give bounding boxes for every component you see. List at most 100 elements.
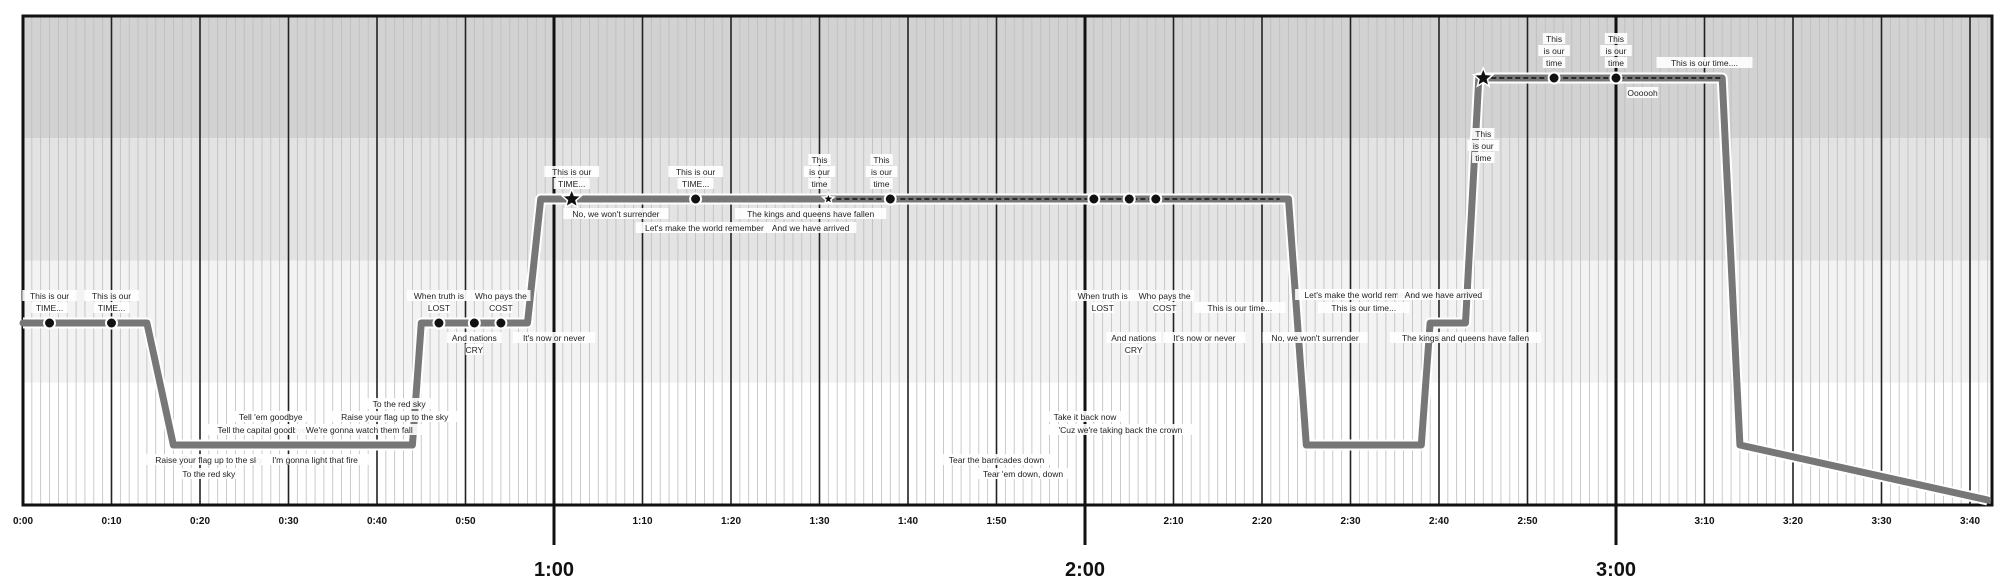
lyric-label: Tear 'em down, down [977, 468, 1069, 479]
lyric-background [1262, 332, 1368, 343]
lyric-text: This [1546, 34, 1562, 44]
lyric-label: is our [865, 166, 898, 177]
lyric-text: To the red sky [182, 469, 236, 479]
lyric-text: CRY [465, 345, 483, 355]
lyric-label: This [808, 154, 831, 165]
lyric-label: And nations [447, 332, 502, 343]
lyric-background [1070, 290, 1135, 301]
lyric-text: The kings and queens have fallen [1402, 333, 1529, 343]
lyric-label: time [870, 178, 893, 189]
major-time-label: 3:00 [1596, 559, 1636, 581]
lyric-background [677, 178, 714, 189]
lyric-text: This is our [552, 167, 591, 177]
tick-label: 2:20 [1252, 516, 1272, 527]
lyric-background [735, 208, 887, 219]
lyric-label: time [1472, 152, 1495, 163]
lyric-background [1397, 289, 1490, 300]
lyric-text: This [1608, 34, 1624, 44]
lyric-background [1318, 302, 1410, 313]
lyric-label: This [1472, 128, 1495, 139]
lyric-label: Oooooh [1626, 87, 1659, 98]
lyric-label: No, we won't surrender [1262, 332, 1368, 343]
lyric-text: LOST [428, 303, 450, 313]
lyric-background [1656, 57, 1753, 68]
lyric-text: I'm gonna light that fire [272, 455, 358, 465]
lyric-background [1194, 302, 1286, 313]
tick-label: 0:20 [190, 516, 210, 527]
lyric-background [977, 468, 1069, 479]
lyric-label: I'm gonna light that fire [255, 454, 375, 465]
lyric-text: Tear 'em down, down [983, 469, 1063, 479]
lyric-text: LOST [1092, 303, 1114, 313]
lyric-text: time [1475, 153, 1491, 163]
lyric-label: And we have arrived [1397, 289, 1490, 300]
lyric-text: And nations [452, 333, 497, 343]
lyric-label: TIME... [93, 302, 130, 313]
lyric-background [204, 424, 320, 435]
lyric-label: Let's make the world remember [1295, 289, 1433, 300]
lyric-labels: This is our TIME... This is our TIME... Rais… [22, 33, 1753, 479]
lyric-background [255, 454, 375, 465]
lyric-background [407, 290, 471, 301]
tick-label: 2:40 [1429, 516, 1449, 527]
lyric-background [870, 178, 893, 189]
lyric-label: CRY [465, 344, 484, 355]
lyric-text: time [1546, 58, 1562, 68]
lyric-background [1542, 33, 1566, 44]
lyric-text: It's now or never [523, 333, 585, 343]
lyric-label: To the red sky [364, 398, 434, 409]
tick-label: 1:40 [898, 516, 918, 527]
lyric-label: TIME... [31, 302, 68, 313]
lyric-text: Tell the capital goodbye [218, 425, 307, 435]
lyric-background [31, 302, 68, 313]
lyric-text: This is our [676, 167, 715, 177]
lyric-text: CRY [1125, 345, 1143, 355]
lyric-label: 'Cuz we're taking back the crown [1044, 424, 1196, 435]
tick-label: 1:10 [632, 516, 652, 527]
dot-marker [43, 316, 57, 330]
lyric-label: And nations [1106, 332, 1161, 343]
lyric-background [939, 454, 1054, 465]
lyric-text: time [1608, 58, 1624, 68]
lyric-text: Who pays the [1139, 291, 1191, 301]
tick-label: 3:20 [1783, 516, 1803, 527]
band-2 [23, 260, 1992, 383]
lyric-label: This [1542, 33, 1566, 44]
major-time-label: 2:00 [1065, 559, 1105, 581]
lyric-background [870, 154, 893, 165]
lyric-text: is our [809, 167, 830, 177]
lyric-text: is our [1606, 46, 1627, 56]
lyric-text: It's now or never [1173, 333, 1235, 343]
lyric-label: This is our [84, 290, 139, 301]
lyric-background [808, 154, 831, 165]
lyric-label: When truth is [407, 290, 471, 301]
lyric-text: This [811, 155, 827, 165]
lyric-background [563, 208, 669, 219]
tick-label: 2:30 [1340, 516, 1360, 527]
lyric-text: Who pays the [475, 291, 527, 301]
lyric-text: TIME... [558, 179, 585, 189]
lyric-background [471, 290, 531, 301]
lyric-background [326, 411, 464, 422]
lyric-text: This is our [30, 291, 69, 301]
lyric-background [93, 302, 130, 313]
lyric-background [22, 290, 77, 301]
lyric-background [140, 454, 278, 465]
dot-marker [1149, 192, 1163, 206]
lyric-text: Oooooh [1627, 88, 1658, 98]
lyric-background [427, 302, 451, 313]
markers [43, 66, 1623, 330]
lyric-label: COST [1153, 302, 1176, 313]
lyric-label: The kings and queens have fallen [735, 208, 887, 219]
lyric-background [1389, 332, 1542, 343]
lyric-text: Raise your flag up to the sky [155, 455, 263, 465]
dot-marker [467, 316, 481, 330]
lyric-background [447, 332, 502, 343]
lyric-label: When truth is [1070, 290, 1135, 301]
lyric-background [1295, 289, 1433, 300]
lyric-label: It's now or never [512, 332, 596, 343]
lyric-text: And we have arrived [772, 223, 850, 233]
tick-label: 2:10 [1163, 516, 1183, 527]
lyric-label: Raise your flag up to the sky [326, 411, 464, 422]
lyric-background [295, 424, 424, 435]
